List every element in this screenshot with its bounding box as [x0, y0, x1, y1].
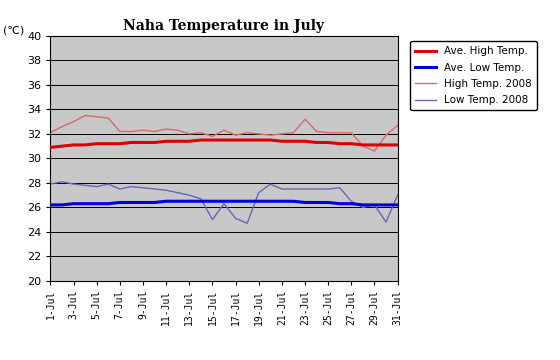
Legend: Ave. High Temp., Ave. Low Temp., High Temp. 2008, Low Temp. 2008: Ave. High Temp., Ave. Low Temp., High Te… — [410, 41, 537, 111]
Text: (℃): (℃) — [3, 25, 24, 35]
Title: Naha Temperature in July: Naha Temperature in July — [123, 19, 325, 33]
